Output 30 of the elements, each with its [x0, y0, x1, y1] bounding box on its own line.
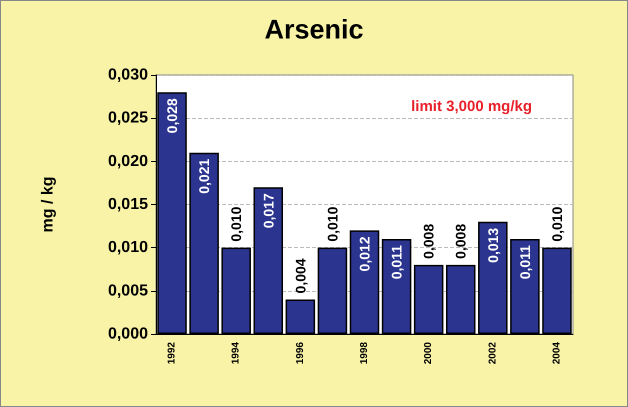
data-label: 0,004 — [292, 258, 308, 294]
x-tick-label: 2000 — [423, 342, 434, 364]
data-label: 0,010 — [548, 206, 565, 242]
y-tick-label: 0,010 — [108, 239, 148, 256]
y-tick-label: 0,005 — [108, 282, 148, 300]
data-label: 0,013 — [484, 228, 501, 263]
data-label: 0,011 — [388, 244, 405, 280]
x-tick-label: 1994 — [230, 342, 242, 364]
x-tick-label: 2002 — [487, 342, 498, 364]
data-label: 0,017 — [260, 193, 276, 228]
y-tick-label: 0,020 — [108, 152, 148, 170]
y-tick-label: 0,030 — [108, 66, 148, 84]
data-label: 0,008 — [452, 224, 469, 259]
data-label: 0,008 — [420, 224, 437, 259]
y-tick-label: 0,025 — [108, 110, 148, 127]
x-tick-label: 2004 — [551, 342, 562, 364]
y-tick-label: 0,000 — [108, 326, 148, 342]
data-label: 0,011 — [516, 244, 533, 280]
data-label: 0,021 — [196, 158, 212, 194]
data-label: 0,012 — [356, 236, 372, 272]
x-tick-label: 1992 — [166, 342, 178, 364]
x-tick-label: 1998 — [359, 342, 370, 364]
x-tick-label: 1996 — [294, 342, 306, 364]
annotation: limit 3,000 mg/kg — [411, 98, 532, 115]
data-label: 0,028 — [164, 98, 180, 134]
y-axis-title: mg / kg — [40, 176, 56, 233]
data-label: 0,010 — [228, 206, 244, 242]
y-tick-label: 0,015 — [108, 196, 148, 213]
chart-title: Arsenic — [264, 14, 364, 44]
data-label: 0,010 — [324, 206, 340, 242]
